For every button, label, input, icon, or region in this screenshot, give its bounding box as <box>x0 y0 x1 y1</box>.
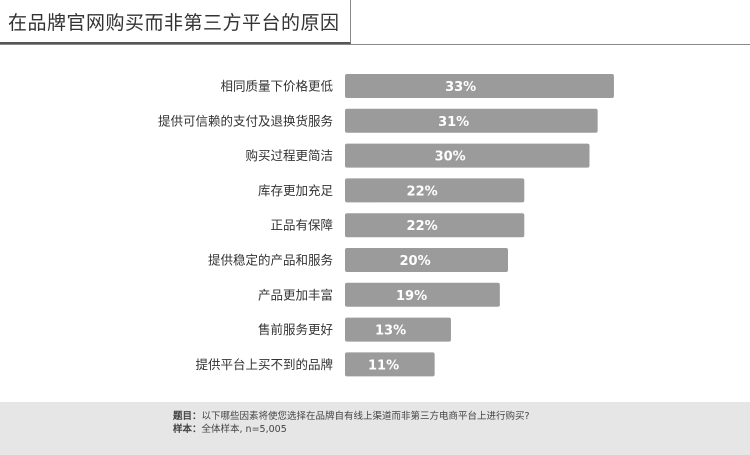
chart-area: 相同质量下价格更低 33% 提供可信赖的支付及退换货服务 31% 购买过程更简洁 30% 库… <box>0 44 750 399</box>
category-label: 库存更加充足 <box>258 183 334 198</box>
value-label: 30% <box>435 150 466 165</box>
chart-footnote: 题目：以下哪些因素将使您选择在品牌自有线上渠道而非第三方电商平台上进行购买? 样… <box>0 402 750 455</box>
bar-row: 产品更加丰富 19% <box>258 282 500 307</box>
category-label: 购买过程更简洁 <box>245 148 333 163</box>
category-label: 售前服务更好 <box>258 322 333 337</box>
bar <box>345 317 451 342</box>
bar <box>345 282 500 307</box>
bar-row: 购买过程更简洁 30% <box>245 143 590 168</box>
bar-row: 提供平台上买不到的品牌 11% <box>195 352 435 377</box>
category-label: 正品有保障 <box>270 218 333 233</box>
bar <box>345 74 614 98</box>
bar <box>345 108 598 133</box>
bar-row: 库存更加充足 22% <box>258 178 525 203</box>
bar-chart: 相同质量下价格更低 33% 提供可信赖的支付及退换货服务 31% 购买过程更简洁 30% 库… <box>158 74 614 377</box>
bar-row: 提供可信赖的支付及退换货服务 31% <box>158 108 598 133</box>
value-label: 22% <box>407 219 438 234</box>
value-label: 13% <box>375 324 406 339</box>
value-label: 31% <box>438 115 469 130</box>
category-label: 相同质量下价格更低 <box>220 79 333 94</box>
value-label: 33% <box>445 80 476 95</box>
value-label: 20% <box>400 254 431 269</box>
title-bar: 在品牌官网购买而非第三方平台的原因 <box>0 0 750 45</box>
question-line: 题目：以下哪些因素将使您选择在品牌自有线上渠道而非第三方电商平台上进行购买? <box>173 410 750 423</box>
bar <box>345 178 525 203</box>
page-title: 在品牌官网购买而非第三方平台的原因 <box>0 0 351 44</box>
category-label: 提供稳定的产品和服务 <box>208 253 333 268</box>
bar <box>345 248 508 272</box>
category-label: 产品更加丰富 <box>258 287 333 302</box>
sample-label: 样本： <box>173 424 202 435</box>
bar <box>345 143 590 168</box>
bar-row: 相同质量下价格更低 33% <box>220 74 614 98</box>
bar-row: 提供稳定的产品和服务 20% <box>208 248 508 272</box>
bar-row: 正品有保障 22% <box>270 213 525 238</box>
sample-text: 全体样本, n=5,005 <box>201 424 287 435</box>
value-label: 19% <box>396 289 427 304</box>
category-label: 提供可信赖的支付及退换货服务 <box>158 113 333 128</box>
bar-row: 售前服务更好 13% <box>258 317 451 342</box>
sample-line: 样本：全体样本, n=5,005 <box>173 423 750 436</box>
value-label: 22% <box>407 184 438 199</box>
question-text: 以下哪些因素将使您选择在品牌自有线上渠道而非第三方电商平台上进行购买? <box>201 411 530 422</box>
category-label: 提供平台上买不到的品牌 <box>195 357 333 372</box>
value-label: 11% <box>368 358 399 373</box>
question-label: 题目： <box>173 411 202 422</box>
bar <box>345 213 525 238</box>
bar <box>345 352 435 377</box>
